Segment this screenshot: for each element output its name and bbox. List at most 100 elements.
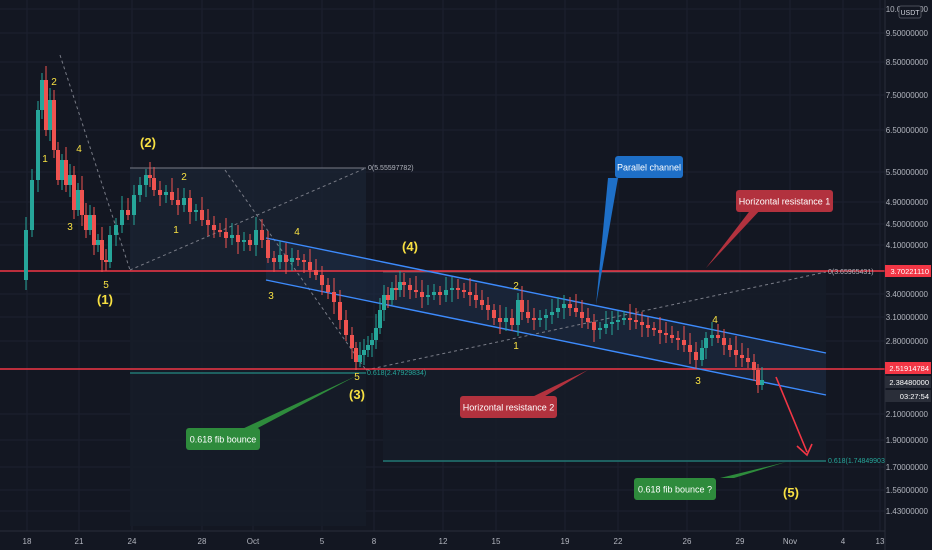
time-tick-label: 24: [128, 537, 137, 546]
candle: [44, 66, 48, 136]
candle: [456, 279, 460, 299]
candle: [516, 293, 520, 336]
candle: [68, 164, 72, 197]
wave-labels: (1) (2) (3) (4) (5) 1 2 3 4 5 1 2 3 4 5 …: [42, 77, 799, 500]
candle: [652, 322, 656, 336]
time-tick-label: 4: [841, 537, 846, 546]
price-axis[interactable]: 10.00000009.500000008.500000007.50000000…: [884, 0, 932, 550]
candle: [164, 185, 168, 203]
candle: [138, 177, 142, 202]
candle: [36, 101, 40, 192]
candle: [176, 188, 180, 215]
candle: [88, 205, 92, 235]
candle: [450, 277, 454, 302]
time-tick-label: 28: [198, 537, 207, 546]
callout-fib-bounce[interactable]: 0.618 fib bounce: [186, 428, 260, 450]
candle: [354, 342, 358, 370]
candle: [700, 340, 704, 366]
callout-horizontal-resistance-2-text: Horizontal resistance 2: [463, 403, 555, 413]
candle: [390, 282, 394, 305]
fib-label-right-top: 0(3.65965431): [828, 269, 874, 276]
candle: [592, 314, 596, 342]
currency-badge[interactable]: USDT: [898, 5, 922, 19]
price-marker: 03:27:54: [885, 390, 931, 402]
price-tick-label: 3.10000000: [886, 313, 929, 322]
candle: [682, 326, 686, 352]
wave-minor-a2: 2: [51, 77, 57, 88]
candle: [704, 332, 708, 359]
fib-labels: 0(5.55597782) 0.618(2.47929834) 0(3.6596…: [367, 165, 887, 465]
candle: [302, 254, 306, 273]
callout-parallel-channel-text: Parallel channel: [617, 163, 681, 173]
candlesticks: [24, 66, 764, 393]
candle: [254, 217, 258, 256]
time-tick-label: 22: [614, 537, 623, 546]
candle: [526, 300, 530, 323]
candle: [398, 271, 402, 297]
candle: [574, 294, 578, 317]
callout-parallel-channel[interactable]: Parallel channel: [615, 156, 683, 178]
candle: [426, 285, 430, 305]
candle: [80, 176, 84, 226]
candle: [332, 278, 336, 314]
wave-minor-b2: 2: [181, 172, 187, 183]
price-tick-label: 1.70000000: [886, 463, 929, 472]
price-tick-label: 7.50000000: [886, 91, 929, 100]
wave-minor-a1: 1: [42, 154, 48, 165]
fib-label-right-618: 0.618(1.74849903): [828, 458, 887, 465]
callout-fib-bounce-question[interactable]: 0.618 fib bounce ?: [634, 478, 716, 500]
wave-major-5: (5): [783, 485, 799, 500]
candle: [56, 142, 60, 185]
candle: [30, 169, 34, 237]
candle: [24, 217, 28, 290]
candle: [386, 287, 390, 308]
candle: [338, 290, 342, 329]
resistance-lines[interactable]: [0, 270, 885, 370]
time-tick-label: 8: [372, 537, 377, 546]
channel-upper-line: [265, 237, 827, 354]
price-marker-label: 2.51914784: [889, 364, 929, 373]
candle: [114, 218, 118, 246]
candle: [586, 308, 590, 329]
price-tick-label: 4.50000000: [886, 220, 929, 229]
price-tick-label: 1.56000000: [886, 486, 929, 495]
candle: [634, 308, 638, 329]
candle: [290, 248, 294, 271]
candle: [84, 203, 88, 238]
parallel-channel-lines[interactable]: [265, 237, 827, 396]
candle: [432, 284, 436, 300]
candle: [746, 348, 750, 368]
candle: [224, 218, 228, 248]
wave-major-1: (1): [97, 292, 113, 307]
candle: [188, 190, 192, 224]
callout-horizontal-resistance-2[interactable]: Horizontal resistance 2: [460, 396, 557, 418]
fib-label-left-618: 0.618(2.47929834): [367, 370, 426, 377]
candle: [544, 309, 548, 330]
candle: [378, 298, 382, 334]
candle: [402, 273, 406, 297]
candle: [640, 312, 644, 337]
price-marker-label: 03:27:54: [900, 392, 929, 401]
candle: [646, 317, 650, 337]
candle: [272, 251, 276, 272]
candle: [230, 223, 234, 245]
wave-major-4: (4): [402, 239, 418, 254]
candle: [562, 295, 566, 319]
candle: [510, 309, 514, 331]
candle: [414, 276, 418, 298]
callout-horizontal-resistance-1[interactable]: Horizontal resistance 1: [736, 190, 833, 212]
time-tick-label: 18: [23, 537, 32, 546]
candle: [236, 225, 240, 254]
candle: [394, 275, 398, 300]
wave-minor-b3: 3: [268, 291, 274, 302]
candle: [670, 326, 674, 343]
candle: [148, 162, 152, 187]
candle: [728, 338, 732, 357]
time-tick-label: Nov: [783, 537, 797, 546]
candle: [218, 223, 222, 237]
candle: [366, 336, 370, 357]
candle: [96, 234, 100, 252]
candle: [752, 354, 756, 381]
candle: [314, 259, 318, 280]
